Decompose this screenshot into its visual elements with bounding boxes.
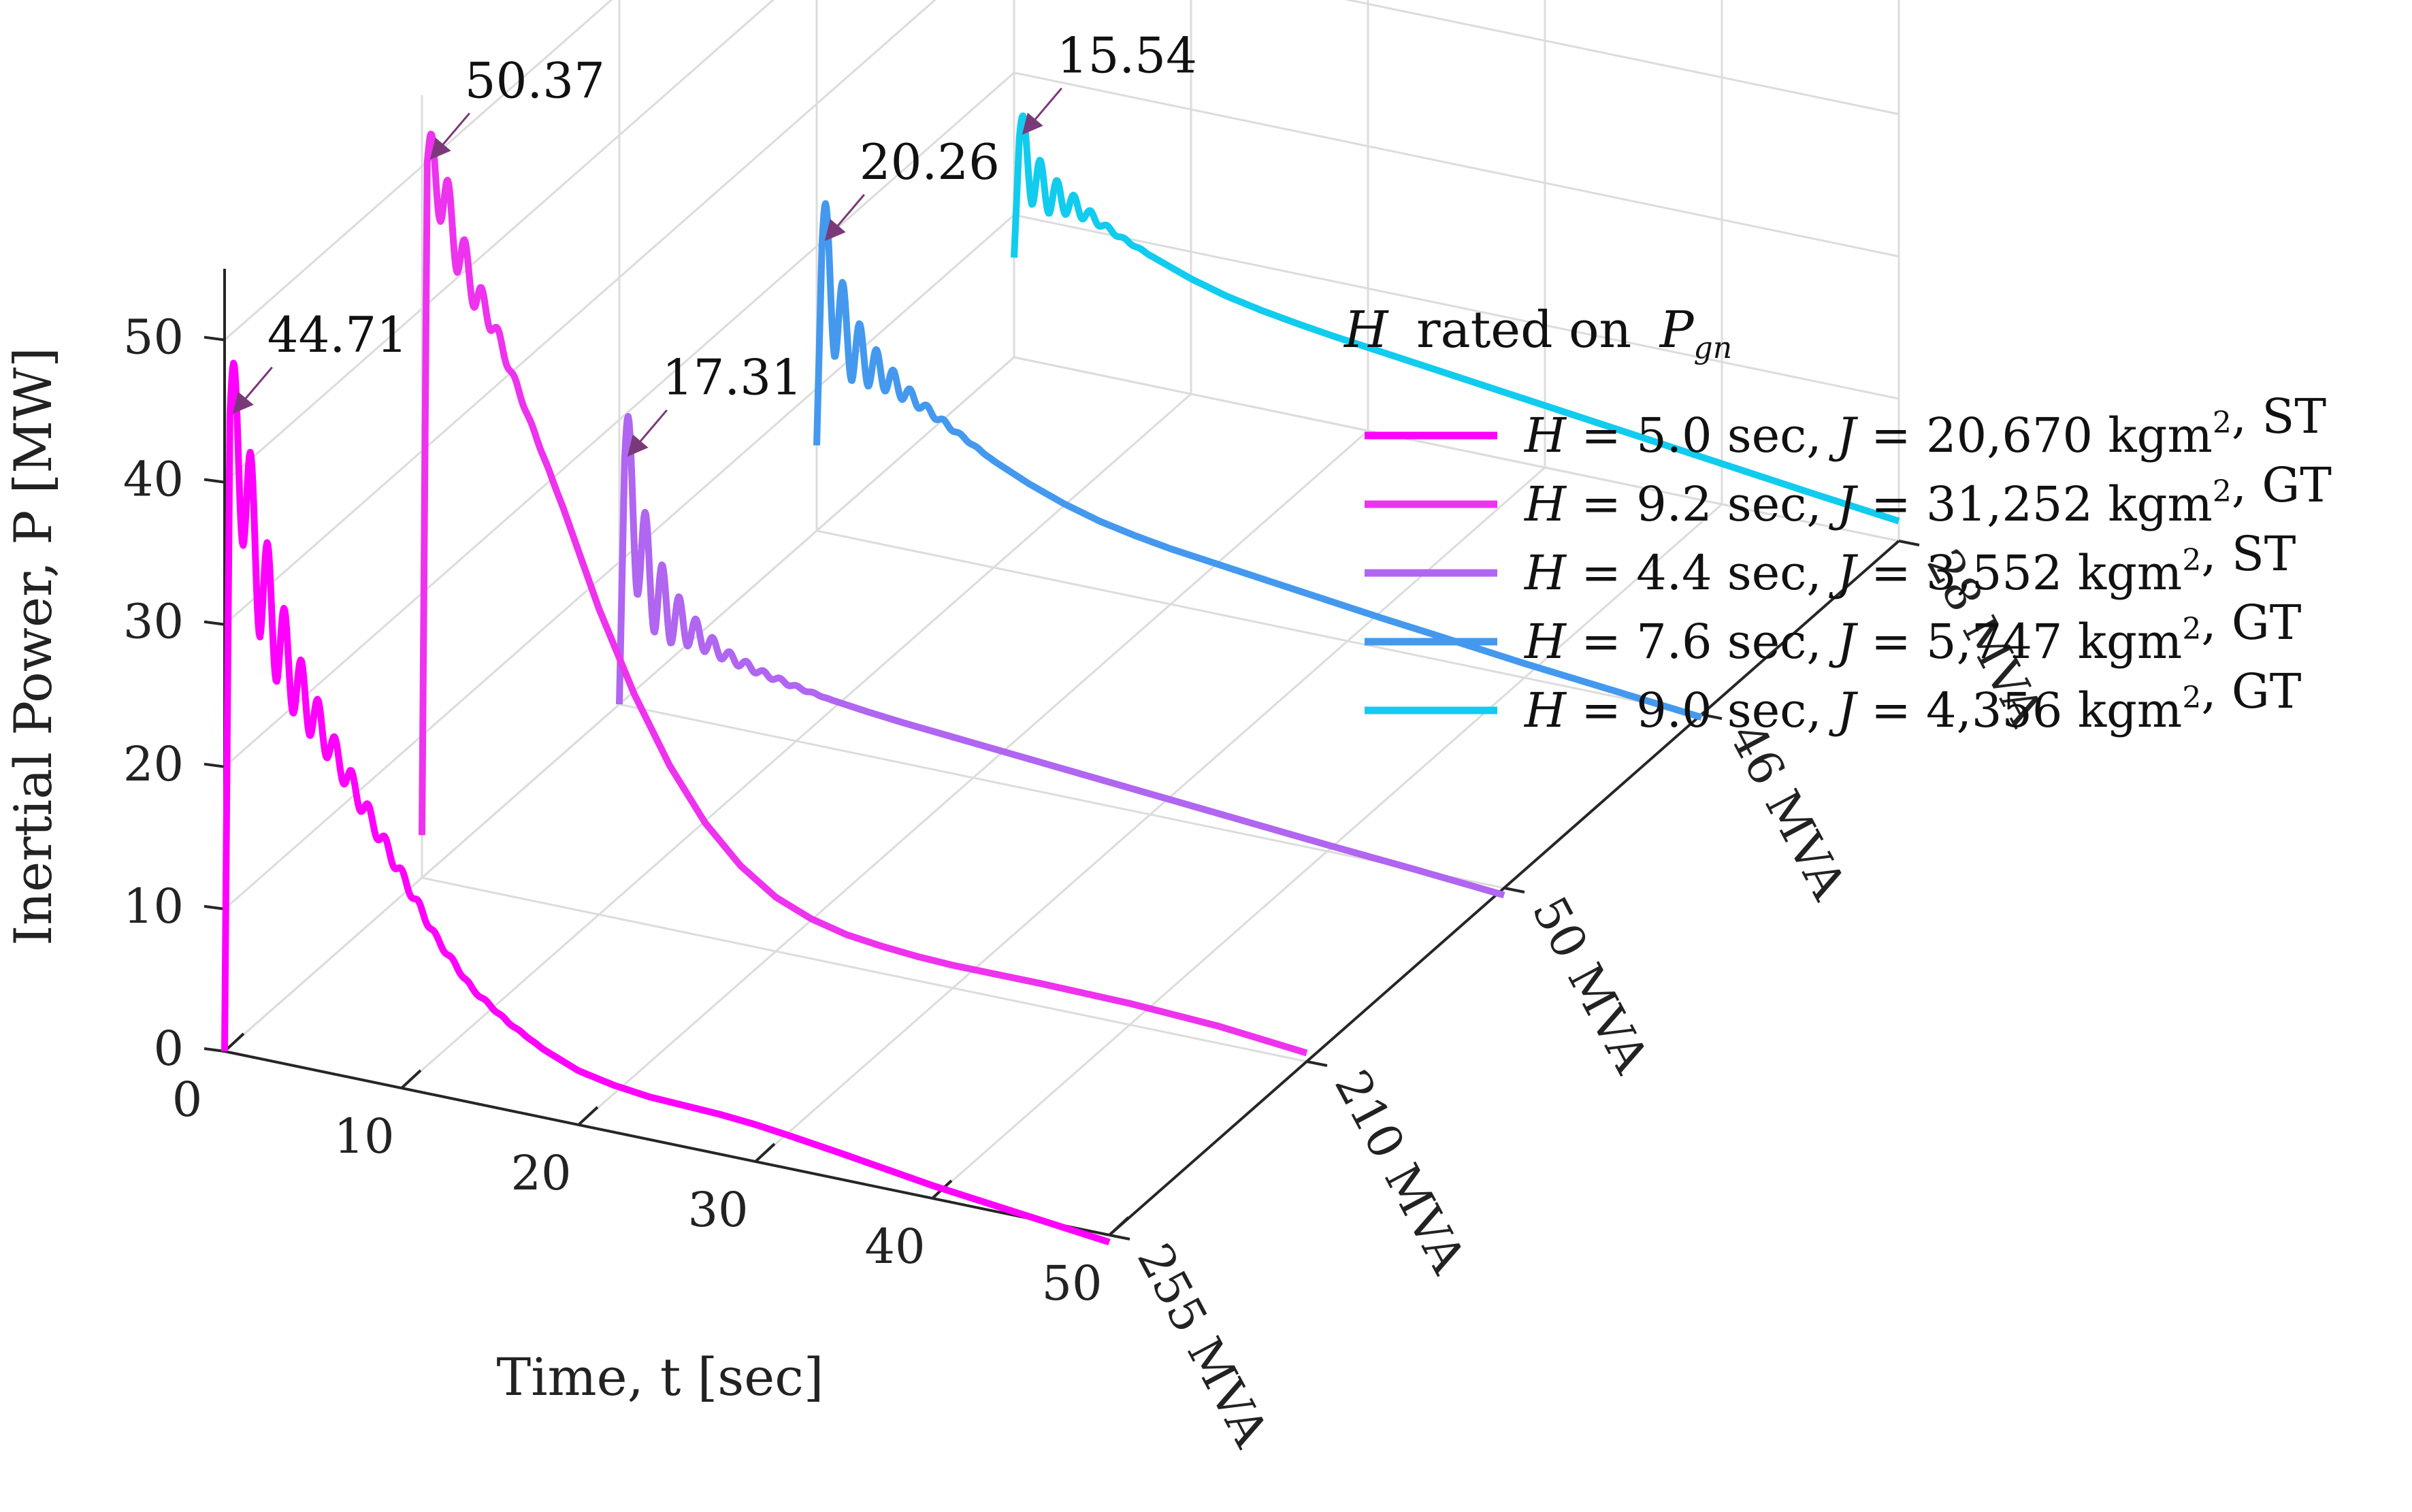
legend: H rated on Pgn H = 5.0 sec, J = 20,670 k… [1343,301,2332,738]
legend-item: H = 5.0 sec, J = 20,670 kgm2, ST [1365,389,2326,463]
y-tick-label: 255 MVA [1126,1234,1280,1456]
legend-item: H = 9.0 sec, J = 4,356 kgm2, GT [1365,663,2301,738]
peak-arrow-2 [429,112,470,160]
series-line-3 [616,412,1507,899]
peak-label-2: 50.37 [465,52,605,109]
x-axis-label: Time, t [sec] [497,1347,824,1407]
grid-line-y [815,0,1702,716]
x-tick-label: 30 [687,1182,748,1238]
legend-label: H = 9.0 sec, J = 4,356 kgm2, GT [1523,663,2301,738]
legend-label: H = 7.6 sec, J = 5,747 kgm2, GT [1523,595,2301,670]
z-tick-label: 10 [123,878,184,934]
y-tick-mark [1701,713,1723,720]
grid-line-x [401,0,1192,1089]
peak-arrow-1 [232,366,273,414]
grid-line-z [224,0,613,341]
legend-title: H rated on Pgn [1343,301,1732,365]
x-tick-label: 0 [172,1072,203,1128]
y-tick-mark [1503,887,1525,893]
grid-line-z [224,0,1900,625]
peak-label-3: 17.31 [662,349,802,406]
y-tick-mark [1109,1234,1130,1240]
peak-annotation-layer: 15.54 20.26 17.31 50.37 44.71 [232,27,1197,457]
legend-entries: H = 5.0 sec, J = 20,670 kgm2, STH = 9.2 … [1365,389,2332,738]
peak-label-1: 44.71 [267,306,408,363]
z-tick-mark [203,904,225,910]
series-line-2 [419,131,1309,1057]
z-tick-mark [203,762,225,768]
x-tick-label: 50 [1041,1255,1102,1311]
x-tick-label: 40 [864,1219,925,1275]
y-tick-mark [1306,1060,1328,1067]
x-axis-line [224,1050,1110,1236]
legend-item: H = 7.6 sec, J = 5,747 kgm2, GT [1365,595,2301,670]
peak-arrow-4 [824,194,865,242]
legend-label: H = 9.2 sec, J = 31,252 kgm2, GT [1523,457,2332,532]
peak-label-4: 20.26 [860,133,1000,191]
z-tick-label: 0 [153,1021,184,1077]
z-tick-mark [203,620,225,626]
grid-line-z [224,0,775,483]
x-tick-mark [400,1069,422,1089]
x-tick-label: 20 [510,1145,571,1201]
z-tick-label: 20 [123,736,184,792]
grid-line-y [1013,0,1900,542]
legend-item: H = 9.2 sec, J = 31,252 kgm2, GT [1365,457,2332,532]
z-axis-label: Inertial Power, P [MW] [3,347,63,946]
x-tick-label: 10 [333,1108,394,1164]
y-tick-label: 50 MVA [1521,887,1660,1082]
peak-arrow-3 [627,409,668,457]
x-tick-mark [1108,1216,1130,1236]
grid-line-y [421,95,1307,1063]
z-tick-label: 30 [123,594,184,650]
z-tick-label: 40 [123,452,184,508]
legend-label: H = 4.4 sec, J = 3,552 kgm2, ST [1523,526,2296,601]
series-line-4 [813,200,1704,721]
x-tick-mark [577,1106,599,1126]
peak-label-5: 15.54 [1057,27,1197,84]
y-tick-mark [1898,540,1920,546]
z-tick-mark [203,1047,225,1053]
grid-line-y [223,269,1110,1236]
legend-item: H = 4.4 sec, J = 3,552 kgm2, ST [1365,526,2296,601]
z-tick-mark [203,478,225,484]
x-tick-mark [754,1143,776,1163]
series-line-5 [1011,112,1902,525]
y-tick-label: 210 MVA [1324,1061,1477,1283]
z-tick-label: 50 [123,310,184,365]
z-tick-mark [203,335,225,342]
series-line-1 [221,359,1112,1246]
y-tick-label: 46 MVA [1718,714,1857,908]
peak-arrow-5 [1022,87,1062,135]
legend-label: H = 5.0 sec, J = 20,670 kgm2, ST [1523,389,2326,463]
series-layer [221,112,1902,1246]
